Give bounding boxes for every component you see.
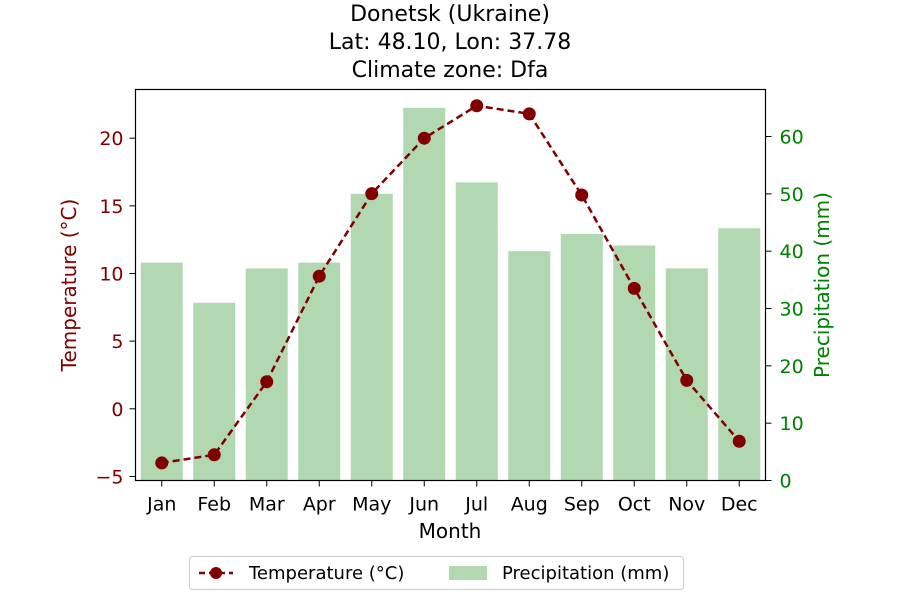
temperature-point-may (365, 187, 379, 201)
x-tick-label: Feb (197, 494, 231, 516)
title-line-1: Donetsk (Ukraine) (350, 2, 550, 27)
precipitation-bar-jun (403, 107, 446, 481)
left-tick-label: 15 (99, 196, 123, 218)
x-tick-label: Mar (249, 494, 285, 516)
right-tick-label: 20 (780, 356, 804, 378)
x-tick-label: Oct (618, 494, 651, 516)
temperature-line (155, 99, 746, 470)
x-tick-label: Dec (721, 494, 758, 516)
right-axis-ticks: 0 10 20 30 40 50 60 (765, 127, 804, 493)
x-tick-label: May (352, 494, 391, 516)
temperature-point-mar (260, 375, 274, 389)
precipitation-bar-jul (455, 182, 498, 481)
chart-title: Donetsk (Ukraine) Lat: 48.10, Lon: 37.78 C… (329, 2, 571, 83)
right-tick-label: 0 (780, 471, 792, 493)
x-tick-label: Nov (668, 494, 705, 516)
legend-box (189, 556, 684, 590)
right-tick-label: 50 (780, 184, 804, 206)
legend-precipitation-label: Precipitation (mm) (502, 563, 669, 584)
precipitation-bar-oct (613, 245, 656, 481)
precipitation-bar-jan (140, 262, 183, 481)
x-tick-label: Jan (146, 494, 176, 516)
temperature-point-jan (155, 456, 169, 470)
right-axis-label: Precipitation (mm) (810, 192, 834, 378)
temperature-point-jul (470, 99, 484, 113)
legend-precipitation-swatch (449, 566, 487, 580)
temperature-point-feb (207, 448, 221, 462)
left-axis-label: Temperature (°C) (57, 199, 81, 373)
x-tick-label: Sep (564, 494, 600, 516)
precipitation-bar-sep (560, 233, 603, 481)
precipitation-bar-aug (508, 251, 551, 481)
left-tick-label: 10 (99, 264, 123, 286)
temperature-point-apr (312, 269, 326, 283)
x-axis-label: Month (419, 519, 482, 543)
title-line-2: Lat: 48.10, Lon: 37.78 (329, 30, 571, 55)
temperature-point-oct (627, 281, 641, 295)
left-axis-ticks: −5 0 5 10 15 20 (95, 128, 136, 488)
legend-temperature-label: Temperature (°C) (248, 563, 404, 584)
temperature-point-aug (522, 107, 536, 121)
temperature-point-nov (680, 373, 694, 387)
right-tick-label: 60 (780, 127, 804, 149)
precipitation-bars (140, 107, 761, 481)
precipitation-bar-apr (298, 262, 341, 481)
left-tick-label: 20 (99, 128, 123, 150)
right-tick-label: 30 (780, 299, 804, 321)
precipitation-bar-may (350, 193, 393, 481)
legend: Temperature (°C) Precipitation (mm) (189, 556, 684, 590)
x-axis-ticks: Jan Feb Mar Apr May Jun Jul Aug Sep Oct Nov Dec (146, 480, 758, 516)
temperature-path (161, 104, 741, 465)
x-tick-label: Apr (303, 494, 336, 516)
left-tick-label: 0 (111, 399, 123, 421)
title-line-3: Climate zone: Dfa (352, 58, 549, 83)
temperature-point-jun (417, 131, 431, 145)
right-tick-label: 40 (780, 241, 804, 263)
x-tick-label: Jul (464, 494, 488, 516)
temperature-point-dec (732, 434, 746, 448)
left-tick-label: −5 (95, 466, 123, 488)
x-tick-label: Jun (408, 494, 439, 516)
right-tick-label: 10 (780, 413, 804, 435)
left-tick-label: 5 (111, 331, 123, 353)
precipitation-bar-mar (245, 268, 288, 481)
legend-temperature-marker (210, 567, 222, 579)
plot-frame (134, 88, 767, 482)
x-tick-label: Aug (511, 494, 548, 516)
temperature-point-sep (575, 188, 589, 202)
